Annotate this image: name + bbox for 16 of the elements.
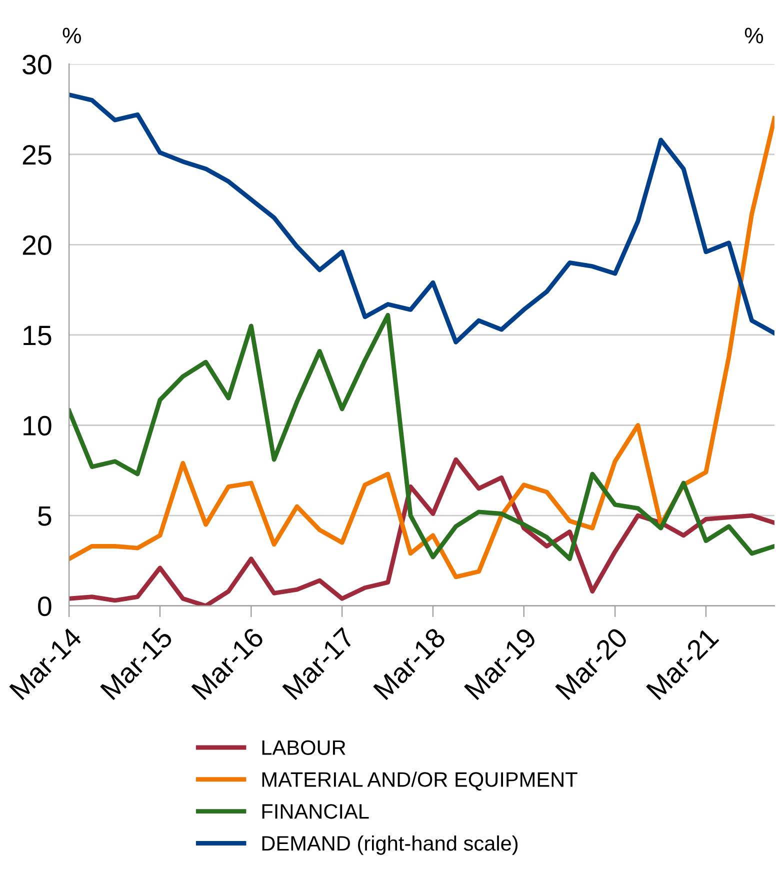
y-tick-label: 30 [22,54,52,74]
y-axis-title: % [62,28,81,44]
y-tick-label: 10 [24,416,52,436]
line-series [69,312,774,562]
line-series [69,116,774,580]
line-series [69,92,774,344]
legend-label: DEMAND (right-hand scale) [262,835,518,855]
y2-axis-title: % [744,28,764,44]
y-tick-label: 5 [38,506,52,526]
y-tick-label: 0 [38,596,52,616]
legend-label: MATERIAL AND/OR EQUIPMENT [262,772,578,791]
legend-label: FINANCIAL [262,804,369,819]
y-tick-label: 25 [22,145,52,165]
y-tick-label: 15 [24,326,52,346]
legend-label: LABOUR [262,740,346,755]
y-tick-label: 20 [22,235,52,256]
